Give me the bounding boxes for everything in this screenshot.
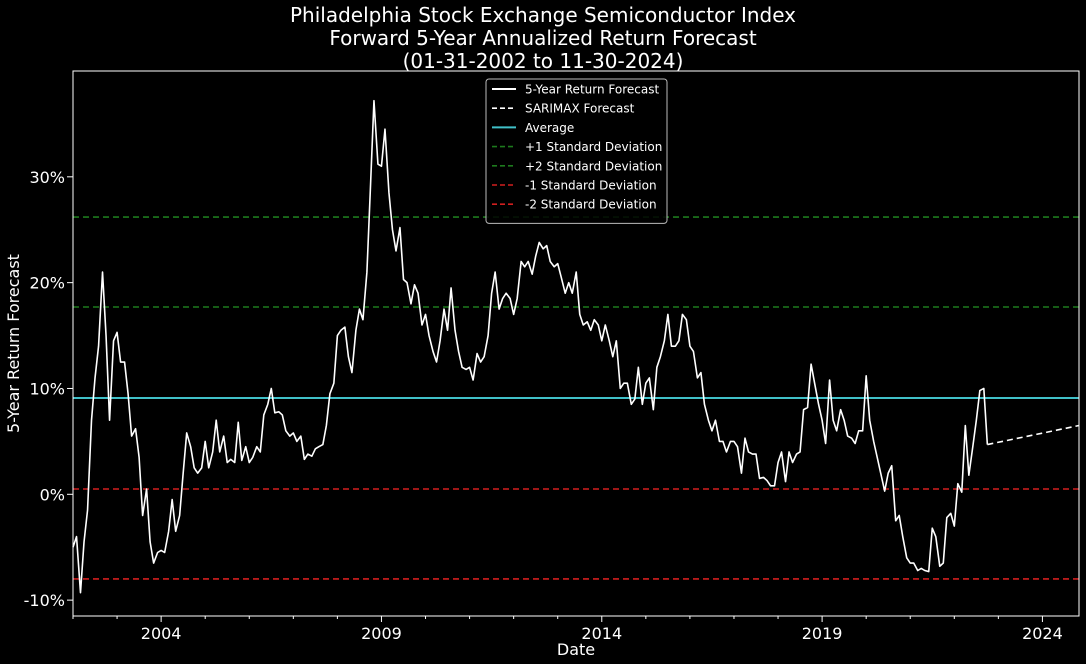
y-tick-label: 30%	[29, 168, 65, 187]
chart-title: Philadelphia Stock Exchange Semiconducto…	[290, 3, 796, 73]
chart-title-line: Philadelphia Stock Exchange Semiconducto…	[290, 3, 796, 27]
legend-entry-label: SARIMAX Forecast	[525, 102, 635, 116]
y-axis-label: 5-Year Return Forecast	[4, 254, 23, 433]
y-tick-label: 0%	[40, 485, 65, 504]
legend-entry-label: 5-Year Return Forecast	[525, 83, 659, 97]
series-sarimax-forecast	[987, 424, 1080, 446]
legend: 5-Year Return Forecast SARIMAX Forecast Av…	[485, 78, 668, 224]
legend-entry-label: -1 Standard Deviation	[525, 179, 657, 193]
plot-frame	[72, 70, 1080, 617]
x-tick-label: 2019	[802, 624, 843, 643]
chart-title-line: Forward 5-Year Annualized Return Forecas…	[329, 26, 757, 50]
legend-entry-label: +2 Standard Deviation	[525, 159, 662, 173]
legend-entry-label: +1 Standard Deviation	[525, 140, 662, 154]
legend-entry-label: Average	[525, 121, 574, 135]
x-tick-label: 2004	[141, 624, 182, 643]
x-axis-label: Date	[557, 640, 595, 659]
y-tick-label: -10%	[24, 591, 65, 610]
legend-entry-label: -2 Standard Deviation	[525, 198, 657, 212]
x-tick-label: 2024	[1022, 624, 1063, 643]
chart-title-line: (01-31-2002 to 11-30-2024)	[403, 49, 684, 73]
x-tick-label: 2009	[361, 624, 402, 643]
x-tick-label: 2014	[581, 624, 622, 643]
legend-box	[485, 78, 668, 224]
series-5-year-return-forecast	[72, 99, 989, 594]
y-tick-label: 20%	[29, 274, 65, 293]
y-tick-label: 10%	[29, 379, 65, 398]
y-axis: -10% 0% 10% 20% 30%	[24, 168, 73, 610]
series-lines	[72, 99, 1080, 594]
x-axis: 2004 2009 2014 2019 2024	[72, 616, 1063, 643]
